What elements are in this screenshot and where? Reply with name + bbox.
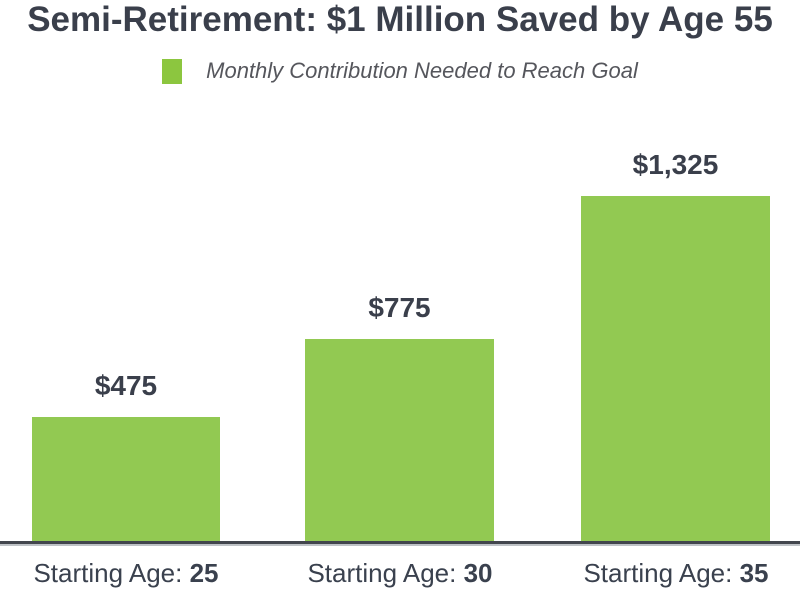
legend-label: Monthly Contribution Needed to Reach Goa…	[206, 58, 638, 83]
x-label-age-value: 30	[463, 558, 493, 588]
x-label-age-35: Starting Age: 35	[536, 558, 800, 589]
x-label-age-value: 25	[189, 558, 219, 588]
x-label-age-value: 35	[739, 558, 769, 588]
x-axis-line	[0, 541, 800, 544]
bar-age-25	[32, 417, 220, 541]
bar-group-age-30: $775	[305, 292, 494, 541]
x-label-prefix: Starting Age:	[583, 558, 733, 588]
bar-value-label: $475	[94, 370, 158, 401]
legend: Monthly Contribution Needed to Reach Goa…	[0, 58, 800, 84]
chart-title: Semi-Retirement: $1 Million Saved by Age…	[27, 0, 773, 39]
bar-group-age-35: $1,325	[581, 149, 770, 541]
bar-age-35	[581, 196, 770, 541]
x-label-age-30: Starting Age: 30	[260, 558, 540, 589]
x-axis-shadow-line	[0, 544, 800, 546]
legend-swatch-icon	[162, 58, 183, 84]
bar-value-label: $1,325	[632, 149, 719, 180]
x-label-age-25: Starting Age: 25	[0, 558, 266, 589]
bar-group-age-25: $475	[32, 370, 220, 541]
plot-area: $475 $775 $1,325	[32, 149, 770, 541]
bar-value-label: $775	[368, 292, 431, 323]
bar-age-30	[305, 339, 494, 541]
x-label-prefix: Starting Age:	[307, 558, 457, 588]
x-label-prefix: Starting Age:	[33, 558, 183, 588]
